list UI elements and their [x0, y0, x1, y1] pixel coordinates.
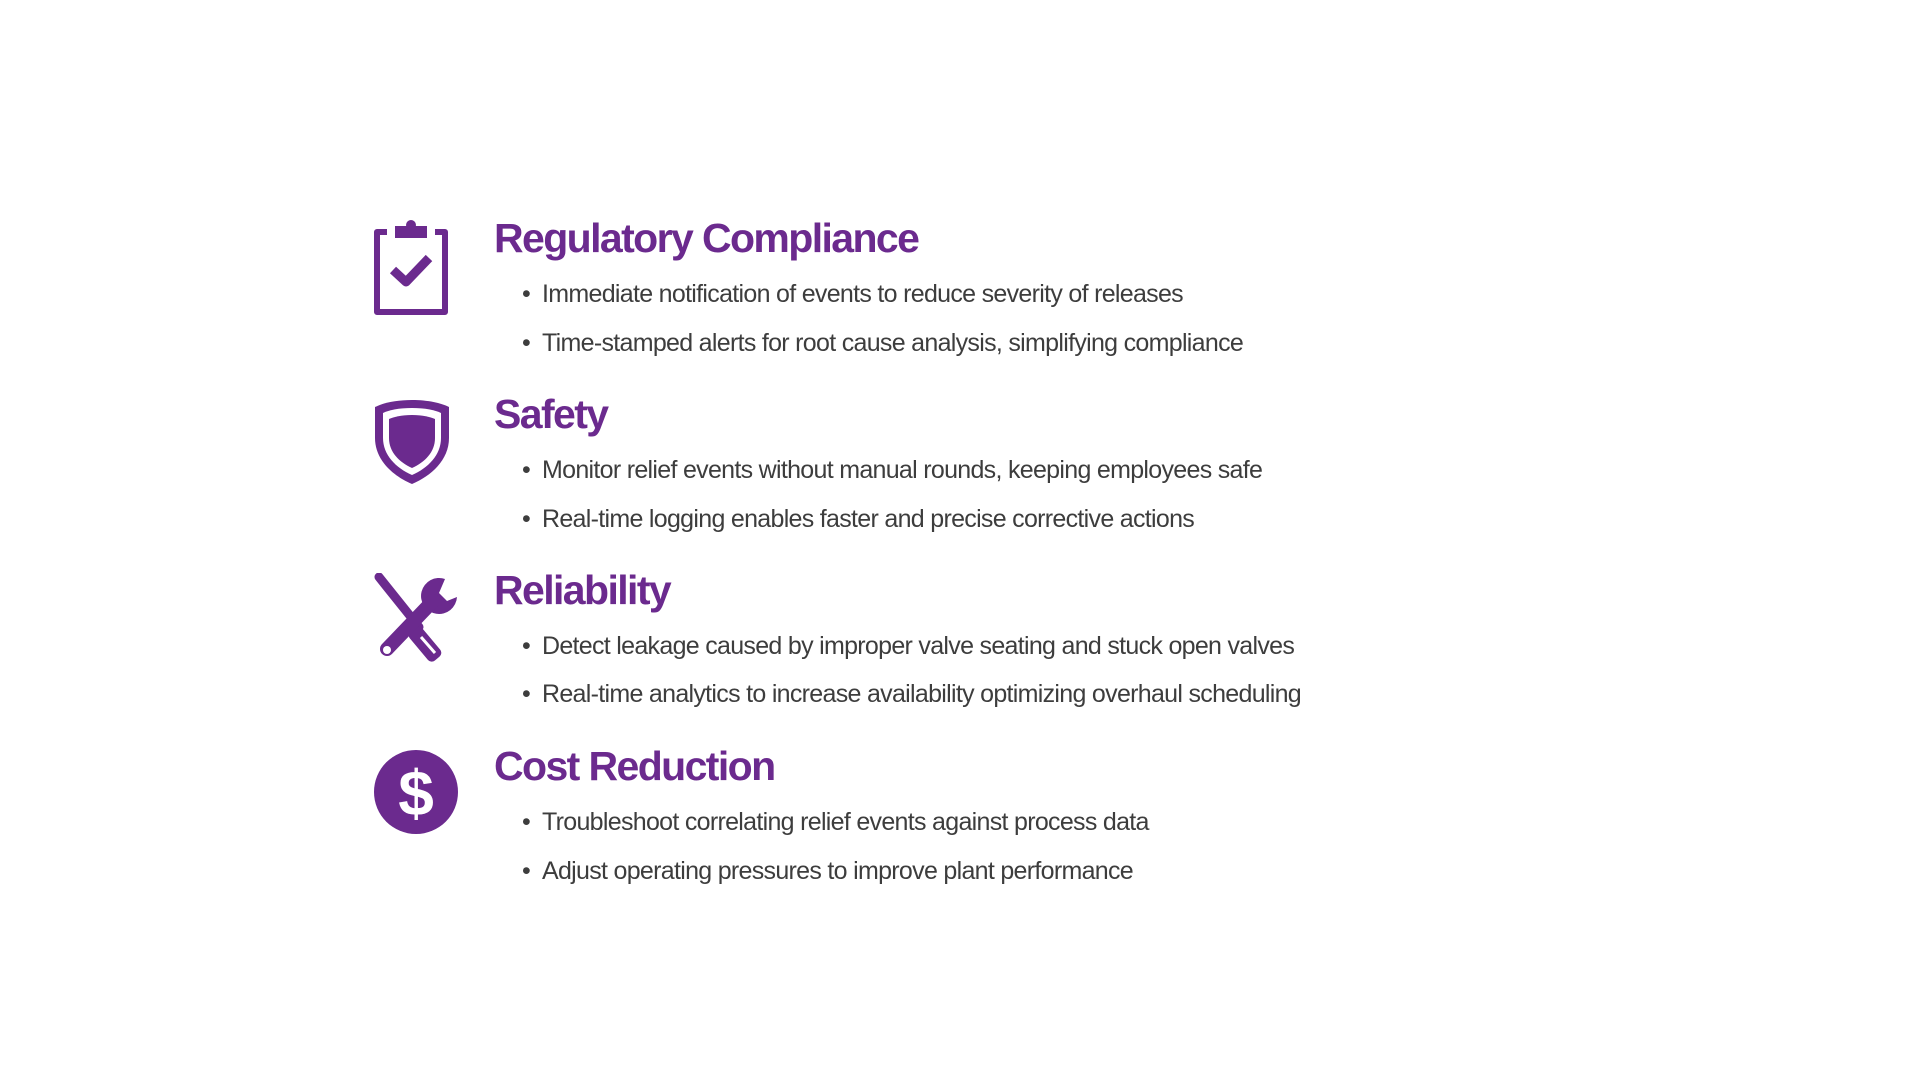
bullet-item: • Troubleshoot correlating relief events … [522, 808, 1149, 836]
bullet-item: • Real-time analytics to increase availab… [522, 680, 1302, 708]
section-title-reliability: Reliability [494, 567, 672, 613]
wrench-screwdriver-icon [374, 573, 457, 662]
bullet-item: • Time-stamped alerts for root cause anal… [522, 329, 1244, 357]
section-title-safety: Safety [494, 391, 609, 437]
bullet-item: • Detect leakage caused by improper valve… [522, 632, 1295, 660]
dollar-circle-icon: $ [374, 750, 458, 834]
bullet-item: • Monitor relief events without manual ro… [522, 456, 1263, 484]
bullet-item: • Immediate notification of events to red… [522, 280, 1184, 308]
section-title-cost-reduction: Cost Reduction [494, 743, 776, 789]
shield-icon [375, 400, 449, 484]
bullet-item: • Real-time logging enables faster and pr… [522, 505, 1195, 533]
svg-text:$: $ [398, 757, 434, 829]
clipboard-check-icon [374, 220, 448, 315]
section-title-regulatory-compliance: Regulatory Compliance [494, 215, 920, 261]
bullet-item: • Adjust operating pressures to improve p… [522, 857, 1134, 885]
